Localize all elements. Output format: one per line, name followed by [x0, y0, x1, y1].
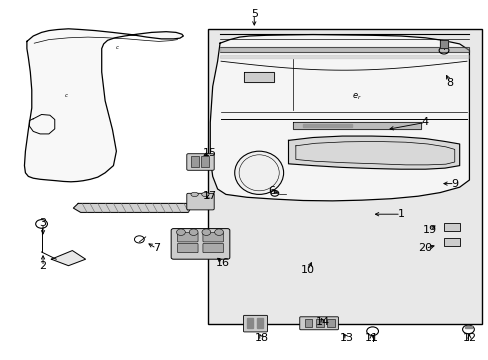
- FancyBboxPatch shape: [203, 233, 223, 242]
- Text: 4: 4: [421, 117, 428, 127]
- Text: 19: 19: [423, 225, 436, 235]
- Polygon shape: [246, 318, 252, 328]
- Polygon shape: [439, 40, 447, 48]
- Bar: [201, 156, 209, 167]
- Circle shape: [202, 229, 210, 235]
- Text: 9: 9: [450, 179, 457, 189]
- Polygon shape: [303, 124, 351, 127]
- Polygon shape: [288, 136, 459, 169]
- Text: 10: 10: [301, 265, 314, 275]
- Polygon shape: [24, 29, 183, 182]
- Text: 14: 14: [315, 317, 329, 327]
- FancyBboxPatch shape: [177, 243, 198, 253]
- Text: 11: 11: [364, 333, 378, 343]
- Text: 16: 16: [215, 258, 229, 268]
- FancyBboxPatch shape: [299, 317, 338, 330]
- Text: 2: 2: [40, 261, 46, 271]
- Text: c: c: [64, 93, 67, 98]
- Bar: [443, 223, 459, 231]
- FancyBboxPatch shape: [186, 154, 214, 170]
- Text: 12: 12: [462, 333, 475, 343]
- Text: 13: 13: [340, 333, 353, 343]
- Circle shape: [189, 229, 198, 235]
- Text: 1: 1: [397, 209, 404, 219]
- Ellipse shape: [190, 192, 198, 197]
- Text: c: c: [116, 45, 119, 50]
- Polygon shape: [220, 47, 468, 52]
- FancyBboxPatch shape: [186, 193, 214, 210]
- FancyBboxPatch shape: [171, 229, 229, 259]
- Polygon shape: [464, 326, 471, 328]
- Ellipse shape: [202, 192, 209, 197]
- Polygon shape: [73, 203, 191, 212]
- Text: 17: 17: [203, 191, 217, 201]
- FancyBboxPatch shape: [177, 233, 198, 242]
- Polygon shape: [220, 55, 468, 58]
- Bar: [326, 319, 334, 327]
- Text: 7: 7: [153, 243, 160, 253]
- Text: 15: 15: [203, 148, 217, 158]
- Bar: [443, 238, 459, 246]
- Polygon shape: [51, 251, 85, 266]
- Ellipse shape: [234, 151, 283, 194]
- Polygon shape: [293, 122, 420, 129]
- FancyBboxPatch shape: [243, 315, 267, 332]
- Text: 20: 20: [418, 243, 431, 253]
- Bar: [315, 319, 323, 327]
- FancyBboxPatch shape: [203, 243, 223, 253]
- Text: 5: 5: [250, 9, 257, 19]
- Text: 6: 6: [267, 186, 274, 196]
- Bar: [207, 29, 481, 324]
- Polygon shape: [256, 318, 262, 328]
- Polygon shape: [243, 72, 273, 82]
- Text: $e_r$: $e_r$: [351, 92, 361, 103]
- Text: 8: 8: [446, 78, 452, 88]
- Circle shape: [214, 229, 223, 235]
- Circle shape: [176, 229, 185, 235]
- Text: 18: 18: [254, 333, 268, 343]
- Polygon shape: [210, 35, 468, 201]
- Text: 3: 3: [40, 218, 46, 228]
- Bar: [190, 156, 198, 167]
- Bar: [304, 319, 312, 327]
